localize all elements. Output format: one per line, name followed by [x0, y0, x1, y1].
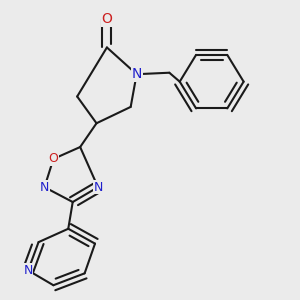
Text: O: O [49, 152, 58, 165]
Text: N: N [23, 264, 33, 277]
Text: N: N [93, 181, 103, 194]
Text: N: N [131, 67, 142, 81]
Text: N: N [40, 181, 49, 194]
Text: O: O [101, 12, 112, 26]
